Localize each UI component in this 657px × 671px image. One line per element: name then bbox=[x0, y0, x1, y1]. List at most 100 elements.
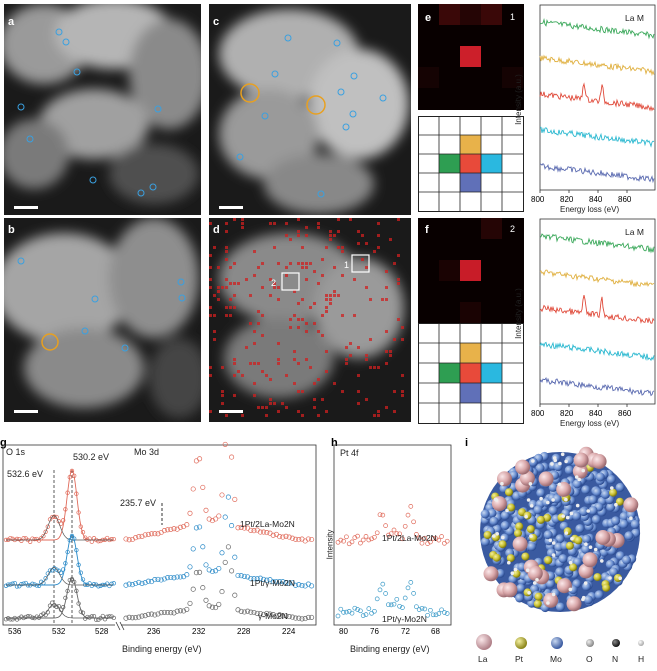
xps-point bbox=[216, 565, 222, 572]
eels-pixel bbox=[349, 342, 352, 345]
xps-h-sample-2: 1Pt/γ-Mo2N bbox=[382, 614, 427, 624]
eels-pixel bbox=[313, 270, 316, 273]
pt-atom bbox=[506, 554, 515, 563]
eels-pixel bbox=[229, 306, 232, 309]
xps-point bbox=[136, 579, 142, 585]
xps-point bbox=[349, 610, 355, 616]
eels-pixel bbox=[329, 294, 332, 297]
eels-pixel bbox=[253, 330, 256, 333]
pt-atom bbox=[536, 515, 545, 524]
xps-point bbox=[19, 614, 24, 619]
eels-pixel bbox=[225, 414, 228, 417]
xps-point bbox=[430, 612, 436, 618]
eels-pixel bbox=[233, 362, 236, 365]
xps-point bbox=[416, 607, 422, 612]
eels-pixel bbox=[353, 278, 356, 281]
site-label-e: 1 bbox=[510, 12, 516, 22]
xps-point bbox=[248, 527, 254, 533]
xps-point bbox=[296, 582, 302, 588]
xps-point bbox=[155, 576, 161, 582]
eels-pixel bbox=[297, 230, 300, 233]
xps-point bbox=[277, 534, 283, 540]
xps-point bbox=[264, 610, 270, 616]
eels-pixel bbox=[265, 406, 268, 409]
mo-atom bbox=[622, 555, 631, 565]
eels-pixel bbox=[397, 218, 400, 221]
xps-point bbox=[264, 577, 270, 583]
eels-pixel bbox=[357, 230, 360, 233]
eels-pixel bbox=[297, 390, 300, 393]
eels-pixel bbox=[305, 278, 308, 281]
pt-atom bbox=[609, 488, 618, 497]
xps-point bbox=[184, 522, 190, 528]
xps-point bbox=[193, 458, 199, 464]
la-atom bbox=[502, 582, 518, 598]
eels-pixel bbox=[313, 322, 316, 325]
xps-point bbox=[257, 575, 263, 581]
xps-point bbox=[155, 611, 161, 617]
xps-point bbox=[200, 585, 206, 591]
pt-atom bbox=[614, 574, 622, 582]
h-atom bbox=[565, 515, 570, 520]
mo-atom bbox=[527, 542, 537, 552]
eels-pixel bbox=[209, 278, 212, 281]
eels-pixel bbox=[297, 318, 300, 321]
eels-pixel bbox=[241, 222, 244, 225]
xps-point bbox=[360, 537, 366, 543]
xps-point bbox=[91, 582, 97, 587]
xps-point bbox=[442, 610, 447, 615]
xps-point bbox=[267, 530, 273, 536]
xps-point bbox=[286, 580, 292, 586]
xps-point bbox=[177, 608, 183, 614]
eels-pixel bbox=[325, 306, 328, 309]
eels-pixel bbox=[257, 310, 260, 313]
eels-pixel bbox=[225, 222, 228, 225]
xps-point bbox=[248, 609, 254, 615]
xps-point bbox=[213, 568, 219, 574]
xps-point bbox=[273, 613, 279, 619]
xps-point bbox=[309, 536, 315, 543]
model-legend: La Pt Mo O N H bbox=[470, 632, 657, 667]
xps-point bbox=[261, 576, 267, 582]
eels-pixel bbox=[369, 338, 372, 341]
xps-point bbox=[442, 540, 447, 546]
eels-pixel bbox=[217, 266, 220, 269]
la-atom bbox=[591, 454, 607, 469]
eels-pixel bbox=[213, 330, 216, 333]
eels-spectrum-line bbox=[539, 269, 655, 288]
xps-point bbox=[229, 568, 235, 574]
panel-label-g: g bbox=[0, 437, 7, 449]
eels-pixel bbox=[241, 374, 244, 377]
xps-point bbox=[10, 581, 15, 586]
mo-atom bbox=[555, 602, 565, 612]
xps-point bbox=[439, 607, 444, 613]
xps-point bbox=[187, 600, 193, 606]
eels-pixel bbox=[225, 306, 228, 309]
mo-atom bbox=[581, 485, 591, 495]
eels-pixel bbox=[313, 382, 316, 385]
xps-point bbox=[436, 537, 442, 543]
eels-pixel bbox=[209, 266, 212, 269]
xps-point bbox=[111, 581, 116, 586]
xps-point bbox=[136, 614, 142, 620]
eels-pixel bbox=[253, 250, 256, 253]
xps-point bbox=[248, 575, 254, 582]
legend-la: La bbox=[478, 654, 488, 664]
eels-pixel bbox=[261, 370, 264, 373]
eels-pixel bbox=[285, 266, 288, 269]
xps-point bbox=[54, 567, 59, 572]
xps-point bbox=[10, 536, 15, 541]
site-label-f: 2 bbox=[510, 224, 516, 234]
eels-pixel bbox=[273, 286, 276, 289]
eels-pixel bbox=[393, 390, 396, 393]
xps-point bbox=[200, 544, 206, 550]
xtick: 536 bbox=[8, 627, 22, 636]
xps-point bbox=[177, 524, 183, 530]
xps-point bbox=[193, 525, 199, 531]
xps-point bbox=[267, 611, 273, 617]
eels-pixel bbox=[273, 282, 276, 285]
eels-pixel bbox=[325, 310, 328, 313]
eels-pixel bbox=[261, 334, 264, 337]
eels-pixel bbox=[325, 294, 328, 297]
mo-atom bbox=[609, 567, 619, 577]
